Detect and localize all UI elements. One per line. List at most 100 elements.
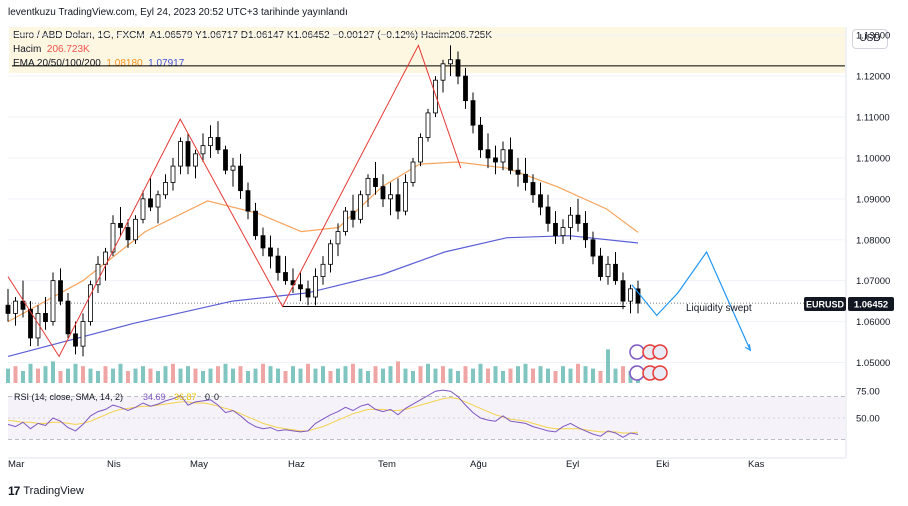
volume-bar: [201, 371, 205, 383]
candle-body: [283, 272, 288, 282]
volume-bar: [418, 366, 423, 383]
price-tag-value-box: [848, 297, 894, 311]
candle-body: [373, 177, 378, 187]
candle-body: [140, 198, 146, 220]
volume-bar: [36, 368, 40, 383]
volume-bar: [66, 368, 70, 383]
volume-bar: [441, 366, 445, 383]
candle-body: [320, 263, 326, 277]
rsi-line: [7, 389, 639, 438]
projection-path: [631, 250, 752, 352]
candle-body: [245, 190, 251, 212]
liquidity-swept-label: Liquidity swept: [686, 303, 752, 314]
candle-body: [523, 173, 528, 183]
candle-body: [125, 227, 131, 241]
candle-body: [230, 165, 236, 171]
candle-body: [620, 280, 626, 302]
volume-bar: [51, 361, 55, 383]
candle-body: [388, 194, 393, 200]
volume-bar: [396, 361, 400, 383]
price-tag-value: 1.06452: [854, 300, 888, 311]
price-tag-symbol: EURUSD: [806, 300, 845, 310]
price-tick-label: 1.09000: [856, 194, 890, 205]
volume-bar: [43, 366, 48, 383]
candle-body: [5, 304, 11, 314]
volume-bar: [591, 368, 595, 383]
candle-body: [13, 300, 18, 314]
ema-short-line: [7, 161, 639, 323]
candle-body: [515, 169, 521, 175]
currency-button[interactable]: USD: [852, 29, 888, 49]
volume-bar: [193, 368, 198, 383]
price-tag: EURUSD 1.06452: [804, 297, 894, 311]
candle-body: [613, 263, 618, 282]
candle-body: [485, 149, 491, 159]
candle-body: [103, 251, 108, 265]
flag-event-icon[interactable]: [652, 365, 668, 381]
candle-body: [185, 141, 191, 167]
candle-body: [215, 137, 221, 151]
footer-brand: TradingView: [23, 485, 84, 497]
candle-body: [530, 182, 536, 196]
candle-body: [268, 247, 273, 257]
volume-bar: [156, 371, 160, 383]
time-axis: Mar Nis May Haz Tem Ağu Eyl Eki Kas: [8, 457, 845, 470]
ema-long-line: [7, 235, 639, 357]
volume-bar: [463, 366, 468, 383]
candle-body: [583, 222, 588, 241]
candle-body: [163, 182, 168, 196]
price-tick-label: 1.07000: [856, 276, 890, 287]
candle-body: [410, 161, 416, 183]
volume-bar: [298, 368, 303, 383]
candle-body: [425, 112, 431, 138]
candle-body: [343, 210, 348, 232]
volume-bar: [381, 368, 385, 383]
price-tick-label: 1.06000: [856, 317, 890, 328]
candle-body: [440, 63, 446, 81]
dividend-event-icon[interactable]: [629, 365, 645, 381]
volume-bar: [306, 363, 310, 383]
candle-body: [298, 284, 303, 290]
rsi-ma-line: [7, 397, 639, 434]
candle-body: [88, 284, 93, 322]
publish-info: leventkuzu TradingView.com, Eyl 24, 2023…: [8, 7, 348, 18]
volume-bar: [568, 368, 573, 383]
candle-body: [335, 231, 341, 245]
volume-bar: [411, 371, 415, 383]
candle-body: [568, 214, 573, 228]
volume-bar: [598, 371, 603, 383]
candle-body: [95, 263, 101, 286]
tradingview-logo-icon: 17: [8, 484, 20, 498]
time-tick-label: Mar: [8, 459, 24, 470]
volume-bar: [321, 366, 325, 383]
rsi-legend: RSI (14, close, SMA, 14, 2) 34.69 36.87 …: [14, 392, 219, 402]
time-tick-label: Eki: [656, 459, 669, 470]
rsi-value-3: 0: [205, 392, 210, 402]
flag-event-icon[interactable]: [652, 344, 668, 360]
price-tick-label: 1.13000: [856, 31, 890, 42]
candle-body: [73, 333, 78, 347]
rsi-tick-label: 50.00: [856, 414, 880, 425]
volume-bar: [148, 368, 153, 383]
dividend-event-icon[interactable]: [629, 344, 645, 360]
volume-bar: [328, 371, 333, 383]
candle-body: [178, 141, 183, 167]
legend-ema-row: EMA 20/50/100/200 1.08180 1.07917: [13, 58, 184, 69]
price-tick-label: 1.10000: [856, 153, 890, 164]
candle-body: [365, 177, 371, 196]
candle-body: [133, 218, 138, 241]
volume-bar: [493, 366, 498, 383]
volume-bar: [28, 363, 33, 383]
candle-body: [358, 194, 363, 220]
candle-body: [455, 59, 461, 77]
volume-bar: [366, 371, 370, 383]
volume-bar: [471, 368, 475, 383]
volume-bar: [238, 366, 243, 383]
volume-bar: [276, 368, 280, 383]
price-tag-symbol-box: [804, 297, 846, 311]
volume-bar: [343, 366, 348, 383]
volume-bars: [6, 349, 640, 383]
price-tick-label: 1.08000: [856, 235, 890, 246]
volume-bar: [216, 366, 220, 383]
time-tick-label: Haz: [288, 459, 305, 470]
